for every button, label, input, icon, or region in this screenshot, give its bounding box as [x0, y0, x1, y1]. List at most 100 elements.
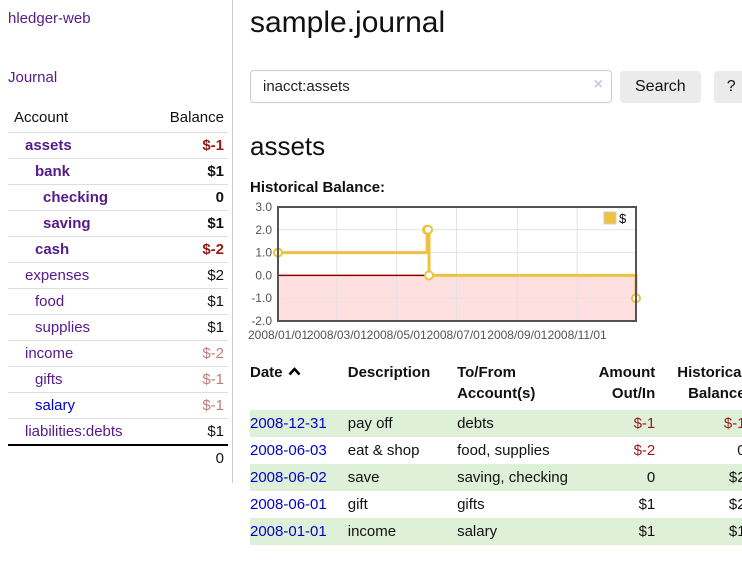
accounts-total-row: 0	[8, 444, 228, 471]
accounts-col-account: Account	[14, 109, 69, 126]
transaction-amount: $1	[638, 523, 656, 540]
search-box: ×	[250, 70, 612, 103]
main-content: sample.journal × Search ? assets Histori…	[233, 0, 742, 553]
account-link[interactable]: expenses	[25, 267, 90, 284]
account-balance: $-1	[150, 132, 228, 159]
account-row: food $1	[8, 288, 228, 315]
svg-text:3.0: 3.0	[255, 200, 272, 214]
svg-text:-1.0: -1.0	[251, 291, 272, 305]
transaction-balance: $2	[728, 496, 742, 513]
account-link[interactable]: saving	[43, 215, 91, 232]
account-row: supplies $1	[8, 314, 228, 341]
svg-text:2.0: 2.0	[255, 223, 272, 237]
transaction-amount: $-2	[633, 442, 656, 459]
account-balance: $-2	[150, 340, 228, 367]
legend-swatch	[603, 211, 617, 225]
account-link[interactable]: supplies	[35, 319, 91, 336]
transaction-row: 2008-06-02 save saving, checking 0 $2	[250, 464, 742, 491]
svg-text:1.0: 1.0	[255, 246, 272, 260]
account-link[interactable]: gifts	[35, 371, 63, 388]
sort-asc-icon	[288, 367, 300, 376]
search-button[interactable]: Search	[620, 70, 701, 103]
transaction-description: save	[347, 469, 380, 486]
register-col-date[interactable]: Date	[250, 360, 348, 410]
svg-text:0.0: 0.0	[255, 268, 272, 282]
transaction-balance: $-1	[723, 415, 742, 432]
transaction-date-link[interactable]: 2008-06-03	[250, 442, 327, 459]
clear-search-icon[interactable]: ×	[593, 76, 603, 93]
search-input[interactable]	[250, 70, 612, 103]
transaction-date-link[interactable]: 2008-06-02	[250, 469, 327, 486]
account-row: saving $1	[8, 210, 228, 237]
svg-text:2008/01/01: 2008/01/01	[248, 328, 308, 342]
transaction-description: pay off	[347, 415, 393, 432]
account-link[interactable]: income	[25, 345, 74, 362]
accounts-header-row: Account Balance	[8, 106, 228, 133]
account-row: checking 0	[8, 184, 228, 211]
svg-text:2008/03/01: 2008/03/01	[307, 328, 367, 342]
svg-text:2008/05/01: 2008/05/01	[367, 328, 427, 342]
balance-chart[interactable]: $3.0 2.0 1.0 0.0 -1.0 -2.0 2008/01/01 2008/03/0…	[248, 200, 742, 348]
account-balance: $2	[150, 262, 228, 289]
account-row: cash $-2	[8, 236, 228, 263]
transaction-row: 2008-06-03 eat & shop food, supplies $-2 0	[250, 437, 742, 464]
account-balance: $1	[150, 158, 228, 185]
transaction-accounts: saving, checking	[457, 469, 568, 486]
transaction-amount: $1	[638, 496, 656, 513]
transaction-row: 2008-06-01 gift gifts $1 $2	[250, 491, 742, 518]
sidebar: hledger-web Journal Account Balance asse…	[0, 0, 233, 483]
transaction-accounts: gifts	[457, 496, 485, 513]
transaction-balance: $2	[728, 469, 742, 486]
accounts-col-balance: Balance	[169, 109, 224, 126]
svg-text:2008/07/01: 2008/07/01	[426, 328, 486, 342]
page-title: sample.journal	[250, 6, 446, 39]
account-link[interactable]: salary	[35, 397, 76, 414]
transaction-description: gift	[347, 496, 368, 513]
register-col-description: Description	[347, 364, 431, 381]
brand: hledger-web	[8, 10, 232, 27]
nav-journal-link[interactable]: Journal	[8, 69, 58, 86]
account-row: gifts $-1	[8, 366, 228, 393]
account-row: liabilities:debts $1	[8, 418, 228, 445]
svg-text:2008/11/01: 2008/11/01	[548, 328, 607, 342]
account-row: assets $-1	[8, 132, 228, 159]
chart-section-label: Historical Balance:	[250, 179, 386, 196]
svg-text:-2.0: -2.0	[251, 314, 272, 328]
transaction-amount: $-1	[633, 415, 656, 432]
app-window: hledger-web Journal Account Balance asse…	[0, 0, 742, 553]
transaction-balance: $1	[728, 523, 742, 540]
register-col-amount-out-in: Amount Out/In	[598, 364, 656, 402]
register-header-row: Date Description To/From Account(s) Amount …	[250, 360, 742, 410]
help-button[interactable]: ?	[713, 70, 742, 103]
account-row: bank $1	[8, 158, 228, 185]
account-link[interactable]: checking	[43, 189, 109, 206]
sidebar-nav: Journal	[8, 69, 232, 86]
account-balance: $-1	[150, 366, 228, 393]
account-balance: $-2	[150, 236, 228, 263]
account-balance: 0	[150, 184, 228, 211]
register-col-historical-balance: Historical Balance	[677, 364, 742, 402]
data-point-marker	[424, 270, 435, 281]
data-point-marker	[423, 224, 434, 235]
account-link[interactable]: cash	[35, 241, 70, 258]
account-balance: $1	[150, 418, 228, 445]
transaction-date-link[interactable]: 2008-01-01	[250, 523, 327, 540]
transaction-accounts: salary	[457, 523, 498, 540]
register-col-to-from-account-s-: To/From Account(s)	[457, 364, 536, 402]
transaction-date-link[interactable]: 2008-06-01	[250, 496, 327, 513]
account-link[interactable]: liabilities:debts	[25, 423, 123, 440]
account-row: income $-2	[8, 340, 228, 367]
register-table: Date Description To/From Account(s) Amount …	[250, 360, 742, 545]
account-balance: $1	[150, 288, 228, 315]
account-link[interactable]: assets	[25, 137, 72, 154]
account-link[interactable]: food	[35, 293, 65, 310]
brand-link[interactable]: hledger-web	[8, 10, 91, 27]
legend-label: $	[619, 211, 627, 226]
search-bar: × Search ?	[250, 70, 742, 103]
transaction-date-link[interactable]: 2008-12-31	[250, 415, 327, 432]
svg-text:2008/09/01: 2008/09/01	[487, 328, 547, 342]
account-row: expenses $2	[8, 262, 228, 289]
account-balance: $1	[150, 314, 228, 341]
account-link[interactable]: bank	[35, 163, 71, 180]
accounts-total-value: 0	[150, 444, 228, 471]
